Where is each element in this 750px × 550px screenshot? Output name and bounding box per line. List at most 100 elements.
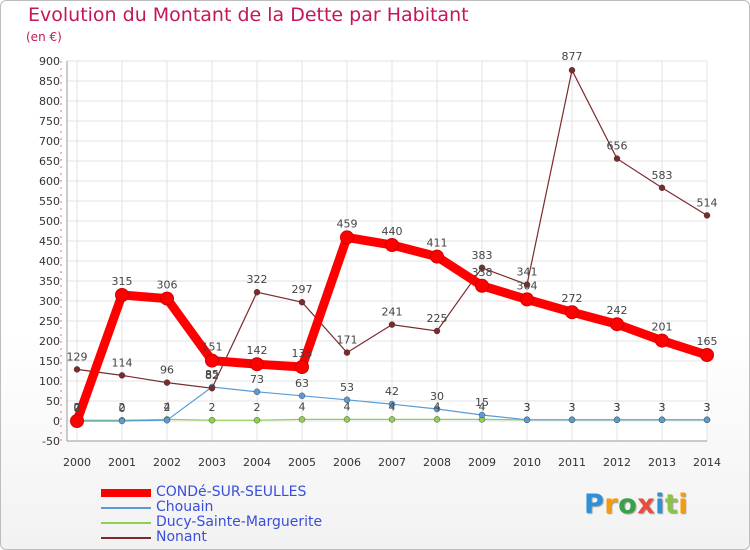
data-point [475, 278, 489, 293]
data-label: 3 [569, 401, 576, 414]
data-point [655, 333, 669, 348]
data-label: 4 [164, 400, 171, 413]
data-label: 3 [704, 401, 711, 414]
data-point [613, 416, 621, 423]
data-label: 201 [652, 321, 673, 334]
data-label: 225 [427, 312, 448, 325]
data-label: 2 [119, 401, 126, 414]
data-label: 2 [74, 401, 81, 414]
data-label: 135 [292, 347, 313, 360]
data-point [388, 321, 396, 328]
data-point [658, 416, 666, 423]
data-point [610, 317, 624, 332]
data-point [160, 291, 174, 306]
x-tick-label: 2006 [333, 456, 361, 469]
x-tick-label: 2012 [603, 456, 631, 469]
logo-letter: i [678, 489, 689, 520]
x-tick-label: 2010 [513, 456, 541, 469]
data-point [298, 392, 306, 399]
y-tick-label: 0 [53, 415, 60, 428]
plot-area [67, 61, 707, 441]
data-point [253, 289, 261, 296]
data-point [568, 66, 576, 74]
data-label: 322 [247, 273, 268, 286]
data-label: 42 [385, 385, 399, 398]
data-label: 0 [74, 401, 81, 414]
data-label: 3 [659, 401, 666, 414]
data-label: 241 [382, 306, 403, 319]
data-label: 3 [524, 401, 531, 414]
data-point [118, 417, 126, 425]
data-point [433, 416, 441, 423]
data-label: 306 [157, 279, 178, 292]
x-tick-label: 2007 [378, 456, 406, 469]
data-point [70, 414, 84, 428]
data-label: 3 [614, 401, 621, 414]
data-label: 4 [479, 400, 486, 413]
data-label: 165 [697, 335, 718, 348]
data-point [385, 238, 399, 252]
legend-label: Ducy-Sainte-Marguerite [156, 514, 323, 530]
legend-label: Chouain [156, 499, 214, 515]
data-label: 2 [164, 401, 171, 414]
logo-letter: x [637, 489, 656, 520]
data-point [520, 292, 534, 307]
data-label: 2 [254, 401, 261, 414]
data-point [115, 288, 129, 302]
data-point [388, 416, 396, 423]
x-tick-label: 2003 [198, 456, 226, 469]
chart-title: Evolution du Montant de la Dette par Hab… [28, 4, 469, 26]
data-label: 272 [562, 292, 583, 305]
legend-swatch [101, 489, 151, 497]
data-point [613, 155, 621, 162]
y-tick-label: 900 [39, 55, 60, 68]
data-label: 0 [74, 402, 81, 415]
y-tick-label: 600 [39, 175, 60, 188]
data-point [253, 388, 261, 395]
data-label: 440 [382, 225, 403, 238]
y-tick-label: 200 [39, 335, 60, 348]
data-label: 151 [202, 341, 223, 354]
x-tick-label: 2011 [558, 456, 586, 469]
data-label: 82 [205, 369, 219, 382]
data-label: 315 [112, 275, 133, 288]
y-tick-label: -50 [42, 435, 60, 448]
data-label: 242 [607, 304, 628, 317]
x-tick-label: 2002 [153, 456, 181, 469]
data-point [343, 416, 351, 423]
data-point [163, 417, 171, 424]
data-point [430, 249, 444, 264]
data-label: 73 [250, 373, 264, 386]
data-label: 4 [389, 400, 396, 413]
data-label: 514 [697, 196, 718, 209]
logo-letter: i [655, 489, 665, 520]
data-label: 63 [295, 377, 309, 390]
data-point [433, 405, 441, 413]
data-point [388, 401, 396, 408]
unit-label: (en €) [26, 30, 62, 44]
data-label: 4 [434, 400, 441, 413]
x-tick-label: 2014 [693, 456, 721, 469]
data-point [250, 357, 264, 372]
data-label: 297 [292, 283, 313, 296]
data-label: 304 [517, 279, 538, 292]
data-point [658, 184, 666, 192]
data-point [703, 416, 711, 423]
data-label: 4 [299, 400, 306, 413]
data-label: 3 [659, 401, 666, 414]
data-label: 341 [517, 266, 538, 279]
y-tick-label: 250 [39, 315, 60, 328]
data-label: 142 [247, 344, 268, 357]
data-point [523, 416, 531, 423]
x-tick-label: 2005 [288, 456, 316, 469]
y-tick-label: 450 [39, 235, 60, 248]
data-label: 15 [475, 396, 489, 409]
y-tick-label: 800 [39, 95, 60, 108]
y-tick-label: 850 [39, 75, 60, 88]
y-tick-label: 100 [39, 375, 60, 388]
x-tick-label: 2009 [468, 456, 496, 469]
data-label: 459 [337, 217, 358, 230]
data-point [343, 396, 351, 403]
data-point [478, 411, 486, 419]
